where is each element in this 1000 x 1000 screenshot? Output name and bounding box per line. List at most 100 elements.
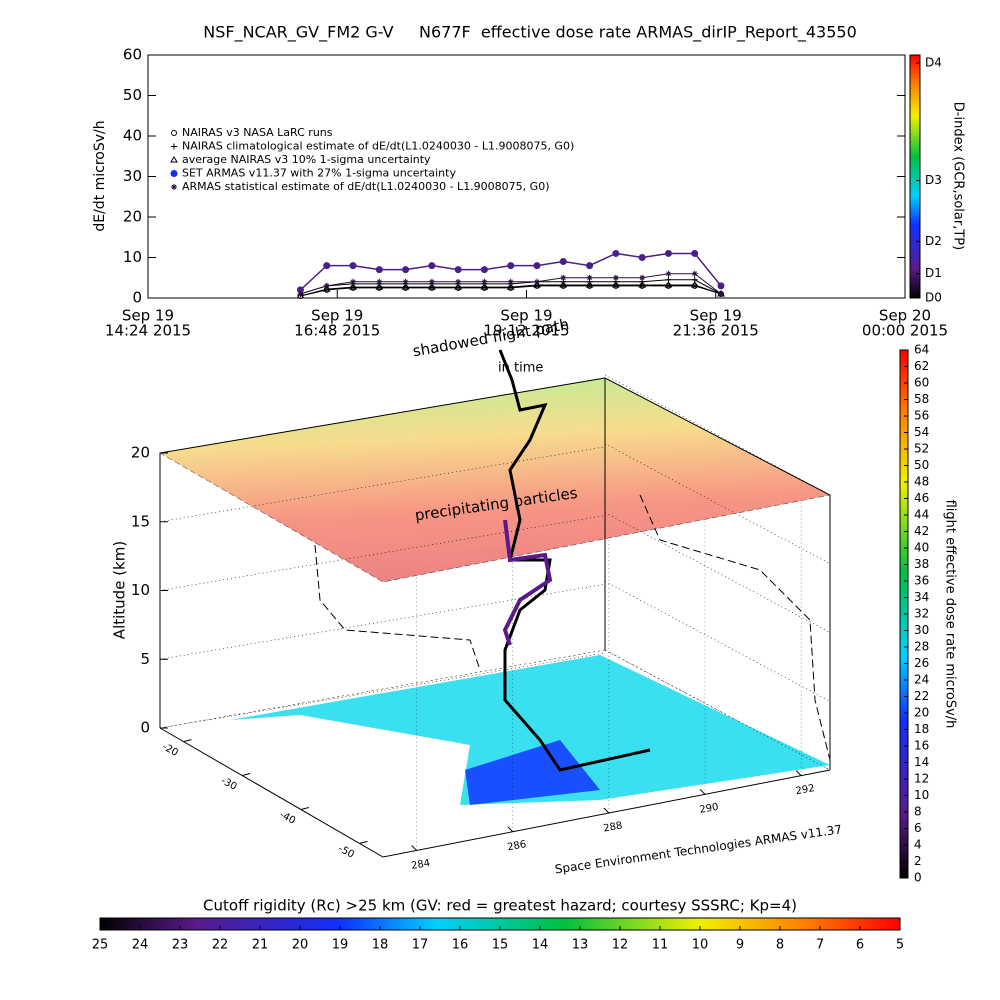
- colorbar-tick-label: 42: [914, 524, 929, 538]
- colorbar-tick-label: 5: [896, 938, 904, 953]
- marker: [171, 143, 177, 150]
- marker: [691, 270, 698, 277]
- colorbar-tick-label: 16: [914, 739, 929, 753]
- colorbar-tick-label: 20: [292, 938, 309, 953]
- x-tick-label: 286: [507, 839, 528, 853]
- chart-title: NSF_NCAR_GV_FM2 G-V N677F effective dose…: [203, 23, 857, 43]
- grid-line: [159, 652, 606, 729]
- colorbar-tick-label: 17: [412, 938, 429, 953]
- marker: [611, 281, 620, 288]
- marker: [612, 274, 619, 281]
- x-tick-label: 00:00 2015: [862, 322, 948, 340]
- colorbar-tick-label: 6: [914, 821, 922, 835]
- marker: [506, 283, 515, 290]
- marker: [481, 278, 488, 285]
- y-tick-label: 20: [123, 208, 142, 226]
- colorbar-tick-label: D0: [925, 291, 942, 305]
- colorbar-tick-label: 56: [914, 409, 929, 423]
- y-tick-label: 50: [123, 86, 142, 104]
- x-tick: [411, 845, 417, 851]
- x-tick-label: 19:12 2015: [483, 322, 569, 340]
- right-wall: [604, 377, 831, 770]
- y-tick-label: 30: [123, 167, 142, 185]
- colorbar-tick-label: 62: [914, 359, 929, 373]
- floor-back: [159, 649, 606, 729]
- x-tick-label: Sep 19: [690, 307, 742, 325]
- grid-line: [604, 580, 831, 702]
- marker: [171, 130, 177, 136]
- marker: [480, 266, 488, 274]
- annotation: Space Environment Technologies ARMAS v11…: [554, 822, 843, 876]
- wall-shadow-right: [639, 494, 831, 761]
- marker: [586, 274, 593, 281]
- x-tick-label: 21:36 2015: [673, 322, 759, 340]
- colorbar-tick-label: 40: [914, 541, 929, 555]
- colorbar-tick-label: 21: [252, 938, 269, 953]
- colorbar-tick-label: 48: [914, 475, 929, 489]
- marker: [427, 283, 436, 290]
- floor-edge: [159, 727, 831, 858]
- marker: [171, 184, 177, 190]
- y-tick: [242, 773, 251, 777]
- marker: [585, 281, 594, 288]
- marker: [639, 274, 646, 281]
- y-tick: [183, 739, 192, 743]
- grid-line: [159, 583, 606, 660]
- series-line: [300, 285, 722, 297]
- grid-line: [159, 515, 606, 591]
- marker: [323, 282, 330, 289]
- marker: [376, 278, 383, 285]
- colorbar-tick-label: 0: [914, 871, 922, 885]
- x-tick-label: 284: [410, 858, 431, 872]
- marker: [717, 282, 725, 290]
- marker: [297, 290, 304, 297]
- legend-label: ARMAS statistical estimate of dE/dt(L1.0…: [182, 180, 549, 193]
- flight-path: [502, 519, 553, 646]
- colorbar-tick-label: 34: [914, 590, 929, 604]
- legend-label: SET ARMAS v11.37 with 27% 1-sigma uncert…: [182, 167, 456, 180]
- colorbar-label: D-index (GCR,solar,TP): [951, 102, 966, 250]
- colorbar-tick-label: 52: [914, 442, 929, 456]
- marker: [664, 281, 673, 288]
- x-tick-label: Sep 20: [879, 307, 931, 325]
- x-tick-label: 290: [699, 802, 720, 816]
- y-tick: [359, 840, 368, 844]
- colorbar-title: Cutoff rigidity (Rc) >25 km (GV: red = g…: [203, 897, 797, 915]
- surface-panel: shadowed flight path in time precipitati…: [111, 315, 958, 879]
- colorbar-tick-label: 22: [914, 689, 929, 703]
- colorbar-tick-label: 12: [914, 772, 929, 786]
- colorbar-label: flight effective dose rate microSv/h: [943, 500, 958, 729]
- colorbar-tick-label: 14: [914, 755, 929, 769]
- colorbar-tick-label: 18: [372, 938, 389, 953]
- colorbar-tick-label: 36: [914, 574, 929, 588]
- marker: [375, 266, 383, 274]
- marker: [718, 290, 725, 297]
- y-tick-label: -20: [160, 741, 180, 758]
- marker: [170, 156, 178, 163]
- marker: [507, 262, 515, 270]
- colorbar-tick-label: 50: [914, 458, 929, 472]
- colorbar-tick-label: 25: [92, 938, 109, 953]
- x-tick-label: 14:24 2015: [105, 322, 191, 340]
- y-tick: [300, 806, 309, 810]
- colorbar-tick-label: 60: [914, 376, 929, 390]
- colorbar-tick-label: D1: [925, 266, 942, 280]
- legend-label: NAIRAS climatological estimate of dE/dt(…: [182, 140, 574, 153]
- grid-line: [159, 446, 606, 523]
- colorbar-tick-label: 23: [172, 938, 189, 953]
- marker: [559, 281, 568, 288]
- marker: [480, 283, 489, 290]
- marker: [428, 278, 435, 285]
- y-tick-label: -50: [336, 843, 356, 860]
- x-tick-label: Sep 19: [311, 307, 363, 325]
- colorbar-tick-label: 20: [914, 706, 929, 720]
- wall-shadow-left: [314, 544, 481, 671]
- x-tick: [603, 807, 610, 814]
- marker: [690, 281, 699, 288]
- marker: [612, 249, 620, 257]
- colorbar-tick-label: 58: [914, 392, 929, 406]
- y-tick-label: -30: [219, 775, 239, 792]
- z-tick-label: 0: [140, 719, 150, 737]
- marker: [401, 283, 410, 290]
